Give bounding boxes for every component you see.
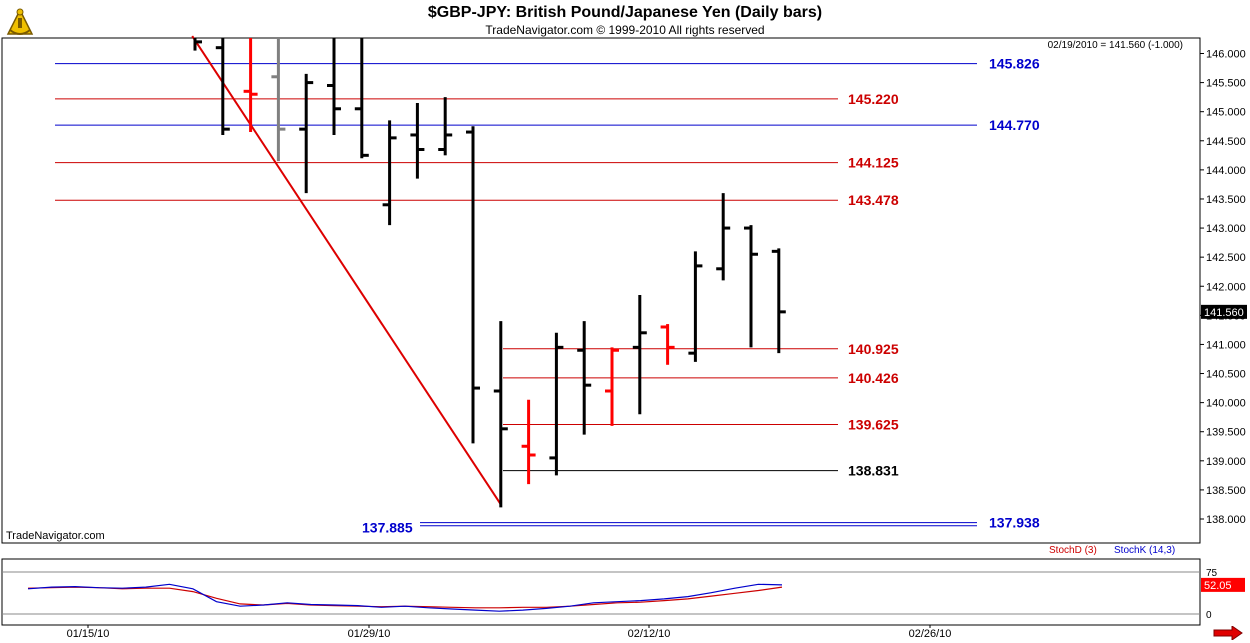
level-label: 144.770 — [989, 117, 1040, 133]
y-tick-label: 140.000 — [1206, 398, 1246, 410]
stochastic-panel: 0 75 StochD (3) StochK (14,3) 52.05 — [2, 545, 1245, 621]
date-axis: 01/15/10 01/29/10 02/12/10 02/26/10 — [67, 625, 952, 640]
chart-frames — [1, 37, 1201, 626]
watermark-label: TradeNavigator.com — [6, 530, 105, 542]
stoch-readout-box — [1201, 577, 1245, 592]
last-price-info: 02/19/2010 = 141.560 (-1.000) — [1048, 40, 1183, 51]
level-label: 143.478 — [848, 192, 899, 208]
y-tick-label: 143.000 — [1206, 223, 1246, 235]
x-tick-label: 02/26/10 — [909, 628, 952, 640]
trendline — [191, 35, 502, 506]
y-tick-label: 139.500 — [1206, 427, 1246, 439]
sextant-logo-icon — [6, 8, 34, 35]
x-tick-label: 01/15/10 — [67, 628, 110, 640]
y-tick-label: 142.000 — [1206, 281, 1246, 293]
price-panel-frame — [1, 37, 1201, 544]
last-price-box — [1201, 304, 1247, 319]
chart-labels: 02/19/2010 = 141.560 (-1.000) TradeNavig… — [6, 40, 1183, 542]
level-label: 140.925 — [848, 341, 899, 357]
stoch-k-legend: StochK (14,3) — [1114, 545, 1175, 556]
y-tick-label: 146.000 — [1206, 49, 1246, 61]
last-price-label: 141.560 — [1204, 307, 1244, 319]
level-label: 137.885 — [362, 520, 413, 536]
stoch-readout-label: 52.05 — [1204, 580, 1232, 592]
level-label: 140.426 — [848, 370, 899, 386]
price-axis: 138.000 138.500 139.000 139.500 140.000 140.5… — [1200, 49, 1247, 526]
y-tick-label: 138.000 — [1206, 514, 1246, 526]
price-bars — [193, 38, 786, 508]
y-tick-label: 138.500 — [1206, 485, 1246, 497]
level-label: 137.938 — [989, 515, 1040, 531]
y-tick-label: 144.500 — [1206, 136, 1246, 148]
y-tick-label: 139.000 — [1206, 456, 1246, 468]
y-tick-label: 143.500 — [1206, 194, 1246, 206]
stoch-line — [27, 583, 783, 612]
chart-subtitle: TradeNavigator.com © 1999-2010 All right… — [485, 23, 765, 37]
stoch-d-legend: StochD (3) — [1049, 545, 1097, 556]
right-arrow-icon[interactable] — [1212, 626, 1244, 640]
chart-title: $GBP-JPY: British Pound/Japanese Yen (Da… — [427, 4, 823, 21]
trendline-line — [191, 35, 502, 506]
y-tick-label: 145.500 — [1206, 78, 1246, 90]
y-tick-label: 144.000 — [1206, 165, 1246, 177]
level-label: 145.220 — [848, 91, 899, 107]
level-label: 138.831 — [848, 463, 899, 479]
y-tick-label: 145.000 — [1206, 107, 1246, 119]
level-label: 145.826 — [989, 56, 1040, 72]
x-tick-label: 02/12/10 — [628, 628, 671, 640]
level-label: 144.125 — [848, 155, 899, 171]
stoch-y-tick-label: 75 — [1206, 568, 1218, 579]
title-bar: $GBP-JPY: British Pound/Japanese Yen (Da… — [0, 0, 1250, 38]
y-tick-label: 142.500 — [1206, 252, 1246, 264]
y-tick-label: 140.500 — [1206, 369, 1246, 381]
y-tick-label: 141.000 — [1206, 339, 1246, 351]
stoch-panel-frame — [1, 558, 1201, 626]
x-tick-label: 01/29/10 — [348, 628, 391, 640]
stoch-y-tick-label: 0 — [1206, 610, 1212, 621]
level-label: 139.625 — [848, 416, 899, 432]
